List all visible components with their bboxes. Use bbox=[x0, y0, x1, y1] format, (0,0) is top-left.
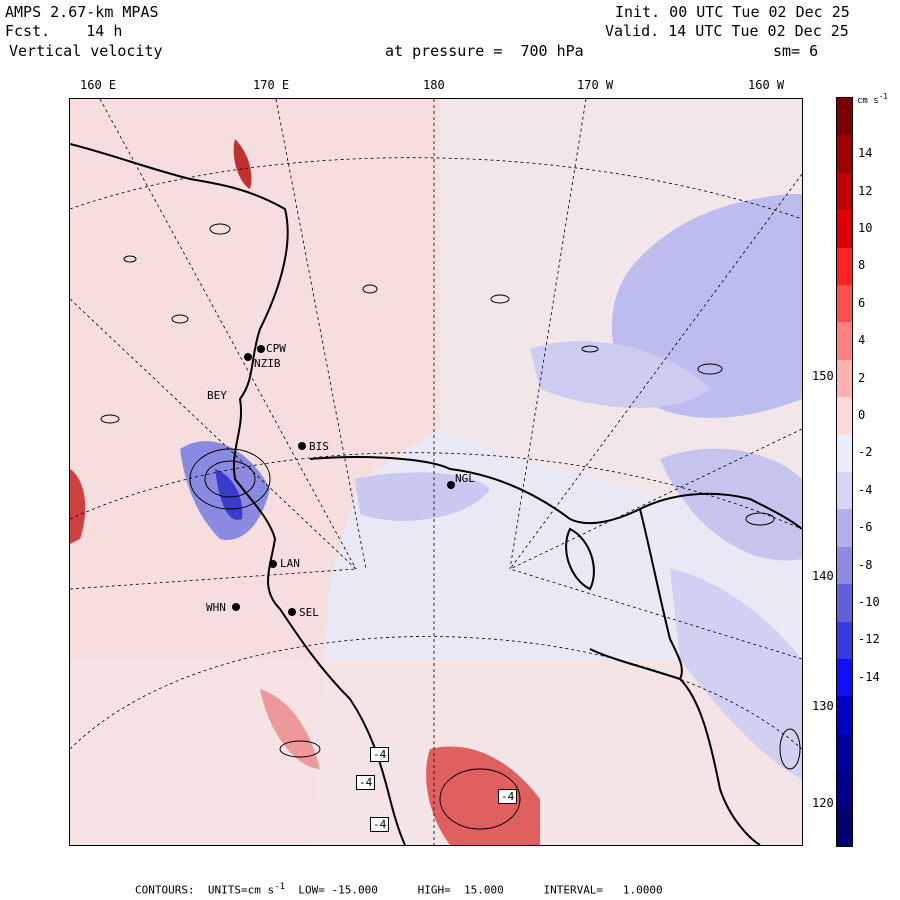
positive-field-sw bbox=[260, 689, 320, 769]
colorbar-tick-label: -8 bbox=[858, 557, 873, 572]
colorbar-segment bbox=[837, 472, 852, 510]
colorbar-segment bbox=[837, 359, 852, 398]
lon-label-170w: 170 W bbox=[577, 78, 614, 92]
station-cpw-marker bbox=[257, 345, 265, 353]
colorbar-tick-label: -4 bbox=[858, 482, 873, 497]
negative-field-mid bbox=[530, 341, 710, 408]
station-cpw: CPW bbox=[266, 342, 286, 355]
station-lan-marker bbox=[269, 560, 277, 568]
contour-label: -4 bbox=[356, 775, 376, 790]
station-nzib: NZIB bbox=[254, 357, 281, 370]
contour-label: -4 bbox=[370, 747, 390, 762]
colorbar-segment bbox=[837, 771, 852, 810]
init-time: Init. 00 UTC Tue 02 Dec 25 bbox=[615, 3, 850, 21]
colorbar-segment bbox=[837, 584, 852, 623]
negative-field-ross bbox=[355, 472, 490, 521]
station-bis: BIS bbox=[309, 440, 329, 453]
colorbar-segment bbox=[837, 696, 852, 735]
station-ngl: NGL bbox=[455, 472, 475, 485]
colorbar-segment bbox=[837, 247, 852, 286]
lon-label-160e: 160 E bbox=[80, 78, 117, 92]
station-whn: WHN bbox=[206, 601, 226, 614]
colorbar-segment bbox=[837, 659, 852, 697]
map-canvas bbox=[70, 99, 802, 845]
station-nzib-marker bbox=[244, 353, 252, 361]
forecast-hour: Fcst. 14 h bbox=[5, 22, 123, 40]
contour-label: -4 bbox=[498, 789, 518, 804]
colorbar-tick-label: -10 bbox=[858, 594, 880, 609]
colorbar-segment bbox=[837, 210, 852, 249]
negative-core-vl bbox=[215, 469, 243, 520]
colorbar-tick-label: 2 bbox=[858, 370, 866, 385]
station-bey: BEY bbox=[207, 389, 227, 402]
station-ngl-marker bbox=[447, 481, 455, 489]
colorbar-tick-label: -12 bbox=[858, 632, 880, 647]
negative-field-marie bbox=[660, 448, 802, 561]
colorbar-segment bbox=[837, 397, 852, 436]
colorbar-tick-label: 8 bbox=[858, 258, 866, 273]
pressure-level: at pressure = 700 hPa bbox=[385, 42, 584, 60]
colorbar-segment bbox=[837, 546, 852, 585]
positive-core-north bbox=[233, 139, 252, 189]
colorbar-tick-label: 6 bbox=[858, 295, 866, 310]
contour-lines bbox=[100, 223, 801, 830]
negative-field-se bbox=[670, 569, 802, 779]
colorbar-tick-label: -2 bbox=[858, 445, 873, 460]
station-lan: LAN bbox=[280, 557, 300, 570]
colorbar-tick-label: -6 bbox=[858, 520, 873, 535]
colorbar-segment bbox=[837, 434, 852, 473]
colorbar-units: cm s-1 bbox=[857, 92, 888, 106]
colorbar-segment bbox=[837, 808, 852, 847]
coastline bbox=[70, 143, 802, 845]
station-bis-marker bbox=[298, 442, 306, 450]
lon-label-170e: 170 E bbox=[253, 78, 290, 92]
valid-time: Valid. 14 UTC Tue 02 Dec 25 bbox=[605, 22, 849, 40]
colorbar-tick-label: 0 bbox=[858, 407, 866, 422]
colorbar-tick-label: -14 bbox=[858, 669, 880, 684]
colorbar-tick-label: 10 bbox=[858, 220, 873, 235]
lon-label-160w: 160 W bbox=[748, 78, 785, 92]
colorbar-tick-label: 4 bbox=[858, 333, 866, 348]
colorbar-segment bbox=[837, 135, 852, 174]
station-sel-marker bbox=[288, 608, 296, 616]
colorbar-segment bbox=[837, 322, 852, 361]
positive-core-south bbox=[426, 746, 540, 845]
model-title: AMPS 2.67-km MPAS bbox=[5, 3, 159, 21]
colorbar-segment bbox=[837, 733, 852, 772]
positive-core-west bbox=[70, 469, 86, 544]
colorbar-segment bbox=[837, 509, 852, 548]
map-panel: CPW NZIB BEY BIS NGL LAN WHN SEL -4 -4 -… bbox=[69, 98, 803, 846]
smoothing-label: sm= 6 bbox=[773, 42, 819, 60]
colorbar-segment bbox=[837, 621, 852, 660]
lon-label-180: 180 bbox=[423, 78, 445, 92]
colorbar-tick-label: 14 bbox=[858, 146, 873, 161]
variable-name: Vertical velocity bbox=[9, 42, 163, 60]
contour-footer: CONTOURS: UNITS=cm s-1 LOW= -15.000 HIGH… bbox=[135, 881, 663, 897]
contour-label: -4 bbox=[370, 817, 390, 832]
colorbar-segment bbox=[837, 172, 852, 211]
colorbar bbox=[836, 97, 853, 847]
colorbar-tick-label: 12 bbox=[858, 183, 873, 198]
station-sel: SEL bbox=[299, 606, 319, 619]
colorbar-segment bbox=[837, 98, 852, 136]
station-whn-marker bbox=[232, 603, 240, 611]
colorbar-segment bbox=[837, 285, 852, 323]
